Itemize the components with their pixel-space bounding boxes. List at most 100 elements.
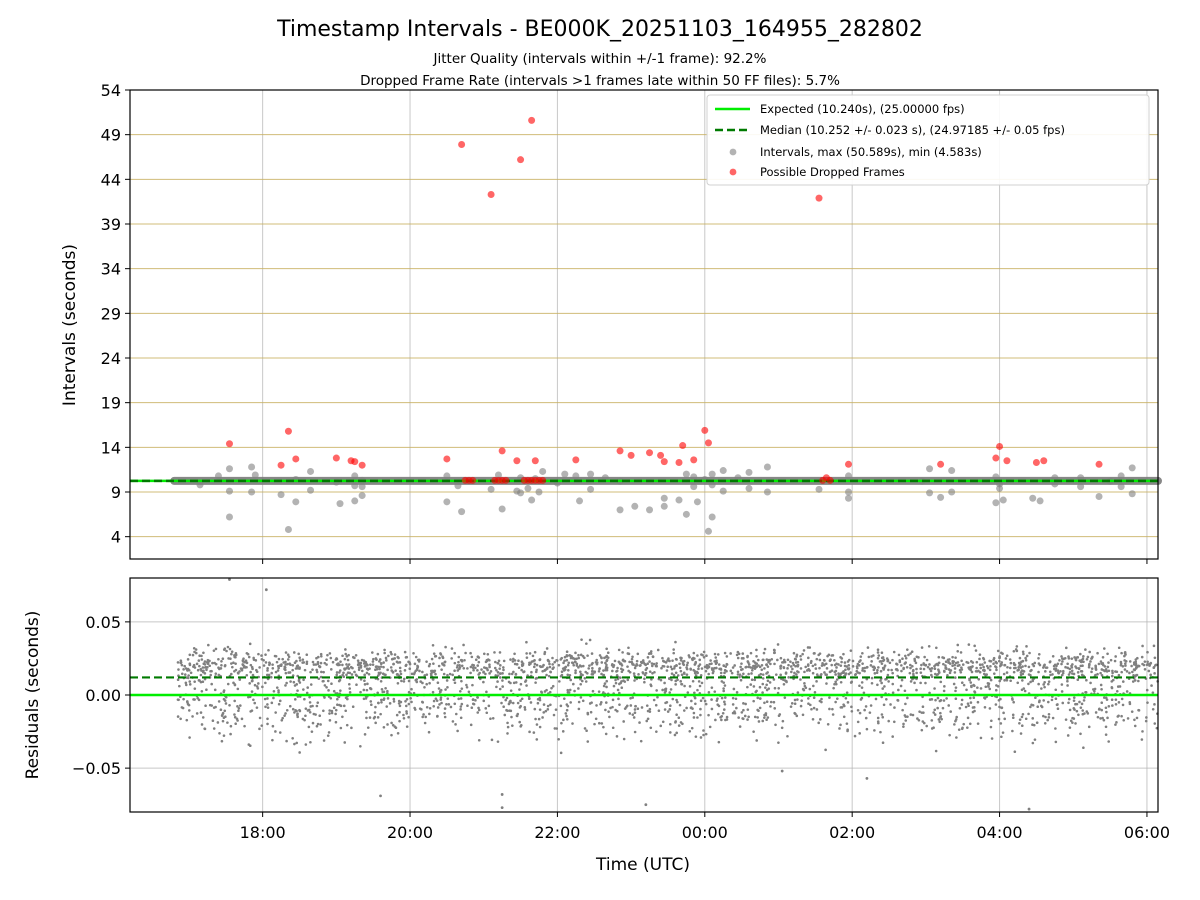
residual-point [474,658,478,661]
residual-point [974,669,978,673]
residual-point [873,672,877,675]
interval-point [704,527,712,535]
residual-point [583,727,587,730]
residual-point [586,740,590,743]
residual-point [348,687,352,690]
residual-point [1019,666,1023,669]
top-ytick-label: 24 [101,349,121,368]
interval-point [708,513,716,521]
residual-point [856,720,860,724]
residual-point [1054,688,1058,692]
residual-point [390,652,393,656]
dropped-frame-point [458,140,466,148]
residual-point [285,708,289,712]
residual-point [715,661,719,664]
residual-point [242,666,246,669]
residual-point [796,691,800,694]
residual-point [369,663,372,666]
interval-point [1117,472,1125,480]
residual-point [1081,712,1085,716]
residual-point [1029,705,1032,709]
residual-point [298,659,302,662]
residual-point [266,722,269,726]
residual-point [502,705,505,709]
residual-point [386,723,389,726]
residual-point [422,713,425,716]
residual-point [250,665,254,669]
residual-point [1135,673,1139,677]
residual-point [287,655,291,659]
residual-point [883,685,886,688]
residual-point [708,725,712,729]
residual-point [219,708,223,712]
residual-point [496,671,500,674]
residual-point [288,662,292,666]
residual-point [1076,671,1080,674]
residual-point [344,652,348,656]
interval-point [999,496,1007,504]
residual-point [856,671,860,674]
residual-point [431,643,435,647]
residual-point [218,732,221,735]
residual-point [355,674,359,678]
residual-point [444,688,447,691]
residual-point [892,720,896,724]
residual-point [484,672,487,676]
residual-point [597,690,601,693]
residual-point [363,679,366,682]
residual-point [669,731,672,734]
residual-point [1104,706,1108,710]
residual-point [700,653,703,656]
residual-point [236,705,239,708]
residual-point [904,656,908,660]
residual-point [929,669,933,673]
residual-point [587,667,591,670]
residual-point [699,707,702,711]
residual-point [720,696,724,700]
interval-point [307,486,315,494]
residual-point [915,671,918,675]
residual-point [393,653,397,656]
residual-point [421,670,424,674]
residual-point [311,660,315,664]
residual-point [901,657,904,661]
residual-point [1117,673,1121,677]
residual-point [581,699,585,703]
interval-point [616,506,624,514]
residual-point [633,711,637,715]
residual-point [973,691,977,694]
residual-point [1017,666,1020,669]
residual-point [977,669,980,673]
residual-point [858,684,861,688]
residual-point [528,661,531,665]
residual-point [1018,663,1021,667]
residual-point [988,659,991,663]
residual-point [968,722,972,726]
residual-point [1088,650,1091,654]
residual-point [525,656,529,659]
residual-point [349,665,353,669]
residual-point [466,667,469,670]
interval-point [1051,474,1059,482]
residual-point [645,666,649,670]
residual-point [565,654,569,658]
residual-point [520,660,524,663]
residual-point [942,662,945,666]
residual-point [545,673,548,677]
residual-point [863,708,866,712]
legend-intervals-label: Intervals, max (50.589s), min (4.583s) [760,145,982,159]
residual-point [1066,684,1069,687]
residual-point [359,690,362,694]
residual-point [465,683,468,687]
residual-point [888,661,892,665]
residual-point [615,674,619,677]
residual-point [208,703,212,707]
interval-point [587,470,595,478]
residual-point [811,671,815,675]
residual-point [535,723,539,726]
residual-point [230,652,233,656]
residual-point [702,650,706,654]
residual-point [1022,652,1025,656]
residual-point [258,666,261,669]
residual-point [448,672,452,676]
